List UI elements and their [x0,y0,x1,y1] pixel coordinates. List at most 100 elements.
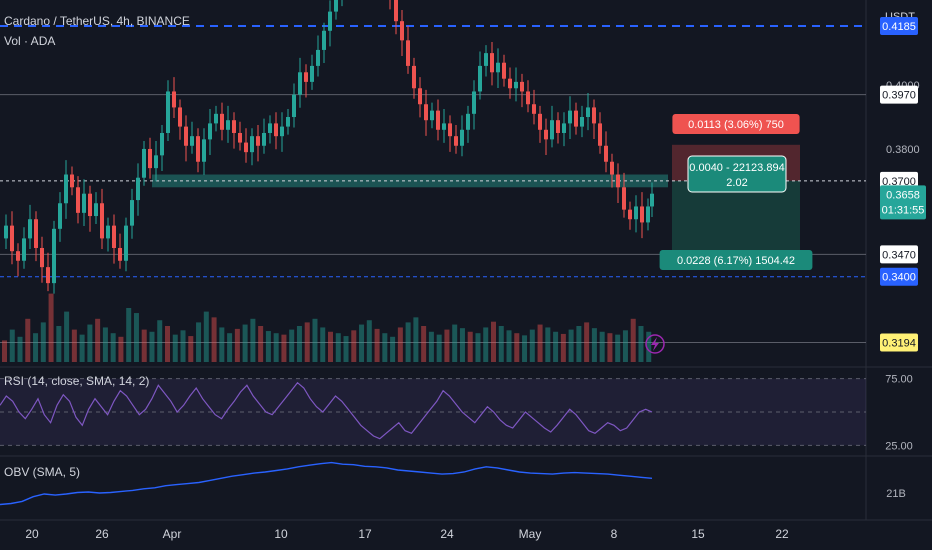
volume-bar [343,336,349,362]
volume-bar [56,326,62,362]
candle-body [214,113,218,124]
volume-bar [126,308,132,362]
volume-bar [390,336,396,362]
volume-bar [258,326,264,362]
candle-body [526,91,530,105]
candle-body [430,110,434,121]
candle-body [244,142,248,153]
lightning-icon-bolt [651,337,659,351]
x-tick-label: May [519,527,542,541]
candle-body [178,107,182,127]
volume-bar [17,336,23,362]
current-price-bg [880,185,926,220]
symbol-title[interactable]: Cardano / TetherUS, 4h, BINANCE [4,14,190,28]
candle-body [616,174,620,188]
candle-body [88,193,92,217]
candle-body [634,206,638,220]
candle-body [544,129,548,140]
obv-tick-label: 21B [886,488,906,500]
price-level-tag: 0.3970 [882,90,916,102]
x-tick-label: 15 [691,527,705,541]
volume-bar [64,311,70,362]
volume-bar [436,334,442,362]
volume-bar [366,320,372,362]
volume-bar [165,326,170,362]
candle-body [472,91,476,114]
volume-bar [545,327,551,362]
candle-body [478,65,482,92]
candle-body [190,136,194,146]
rsi-tick-label: 25.00 [885,440,913,452]
volume-bar [281,334,287,362]
volume-bar [467,331,473,362]
candle-body [328,11,332,31]
volume-legend[interactable]: Vol · ADA [4,34,56,48]
candle-body [40,247,44,268]
candle-body [394,0,398,22]
volume-bar [219,327,225,362]
candle-body [322,30,326,50]
rsi-tick-label: 75.00 [885,374,913,386]
x-tick-label: 20 [25,527,39,541]
volume-bar [405,322,411,362]
candle-body [160,132,164,156]
volume-bar [537,324,543,362]
volume-bar [568,329,574,362]
volume-bar [498,326,504,362]
candle-body [196,136,200,162]
candle-body [28,219,32,239]
candle-body [640,206,644,223]
volume-bar [33,333,39,362]
price-level-tag-bg [880,16,918,35]
price-level-tag: 0.3470 [882,249,916,261]
candle-body [646,206,650,223]
rsi-line [0,381,653,440]
volume-bar [2,340,7,362]
candle-body [16,251,20,261]
price-level-tag-bg [880,333,918,352]
volume-bar [421,326,427,362]
candle-body [268,123,272,133]
candle-body [154,155,158,169]
volume-bar [9,329,15,362]
current-price-value: 0.3658 [886,189,920,201]
x-tick-label: 26 [95,527,109,541]
candle-body [52,228,56,284]
volume-bar [584,322,590,362]
candle-body [172,91,176,108]
candle-body [202,139,206,162]
candle-body [76,187,80,213]
candle-body [208,123,212,140]
candle-body [130,200,134,226]
pnl-box [687,155,787,193]
x-tick-label: 8 [611,527,618,541]
price-level-tag: 0.3400 [882,272,916,284]
volume-bar [196,322,202,362]
candle-body [64,174,68,204]
volume-bar [615,334,621,362]
volume-bar [227,333,233,362]
candle-body [310,65,314,82]
stop-loss-label: 0.0113 (3.06%) 750 [688,119,784,131]
volume-bar [234,328,240,362]
volume-bar [320,327,326,362]
volume-bar [622,330,628,362]
candle-body [412,65,416,89]
candle-body [250,136,254,153]
candle-body [334,0,338,12]
candle-body [508,78,512,89]
rsi-legend[interactable]: RSI (14, close, SMA, 14, 2) [4,374,150,388]
volume-bar [273,333,279,362]
volume-bar [157,320,163,362]
obv-legend[interactable]: OBV (SMA, 5) [4,465,81,479]
volume-bar [180,330,186,362]
candle-body [580,117,584,127]
volume-bar [514,333,520,362]
volume-bar [491,321,496,362]
candle-body [106,225,110,239]
candle-body [550,120,554,140]
candle-body [184,126,188,146]
volume-bar [312,318,318,362]
volume-bar [359,324,365,362]
